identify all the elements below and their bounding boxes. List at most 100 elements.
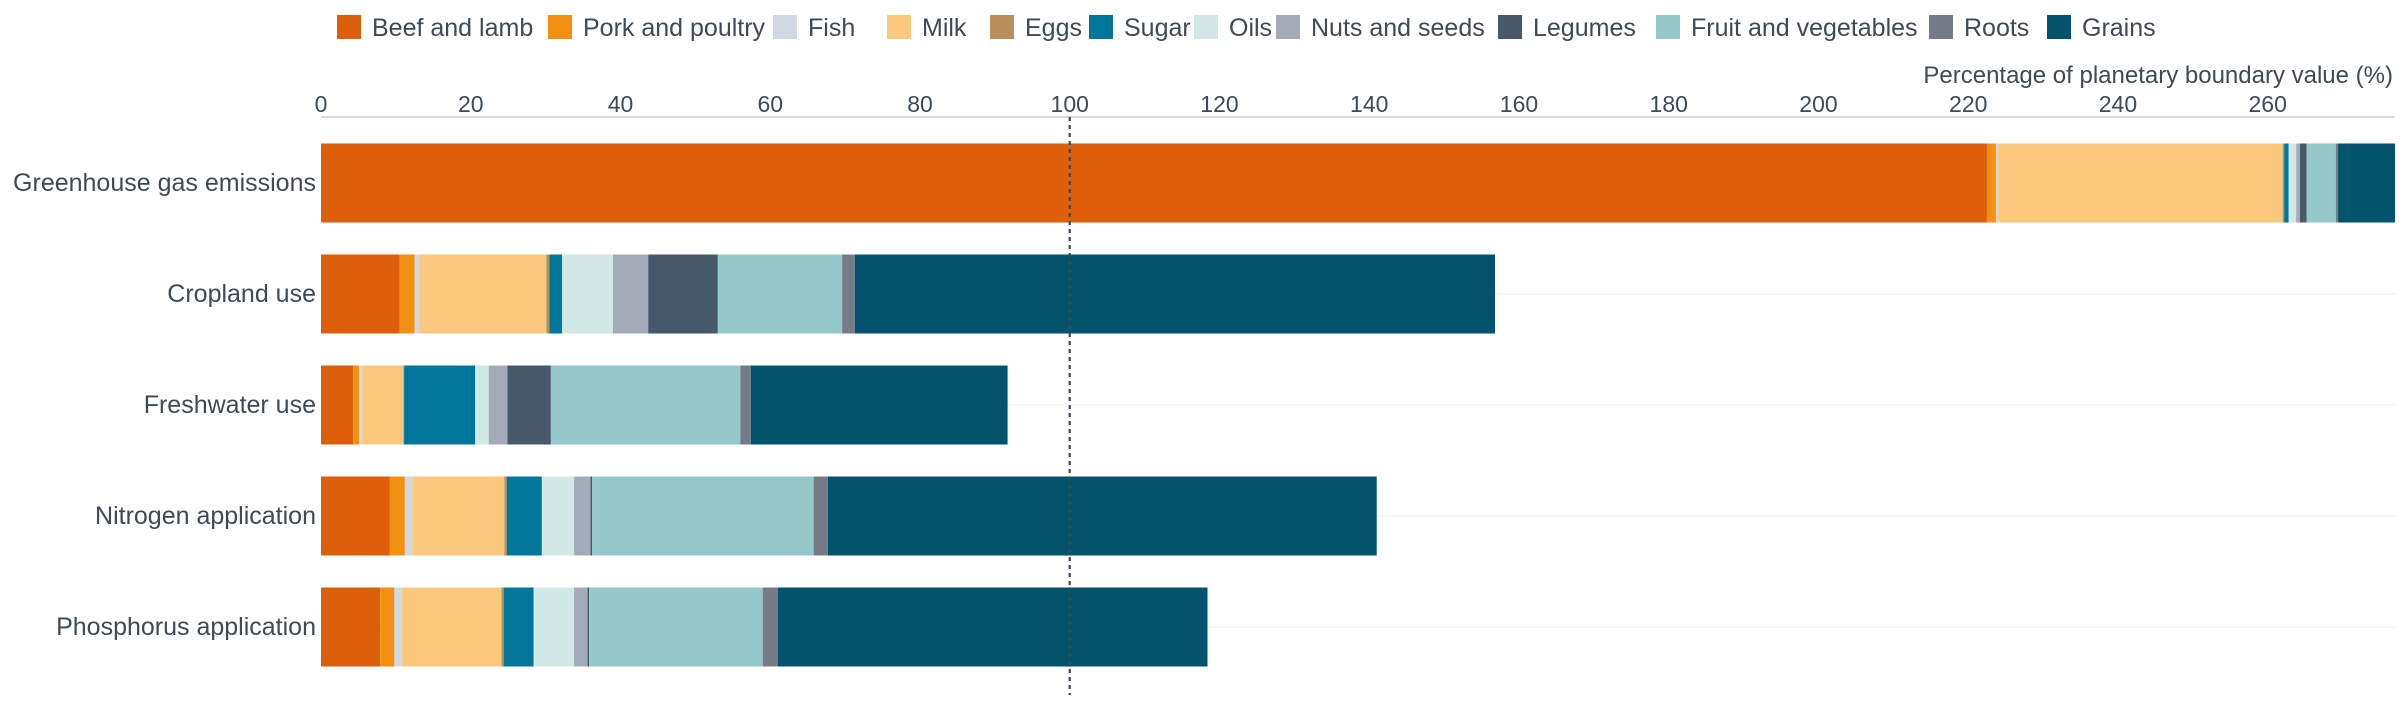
legend-swatch-oils bbox=[1194, 15, 1218, 39]
bar-segment-nitrogen-application-legumes bbox=[590, 476, 593, 556]
bar-segment-cropland-use-milk bbox=[419, 254, 547, 334]
category-labels: Greenhouse gas emissions Cropland use Fres… bbox=[13, 169, 316, 641]
bar-segment-phosphorus-application-eggs bbox=[501, 587, 504, 667]
bar-segment-freshwater-use-fish bbox=[359, 365, 363, 445]
legend-label-roots: Roots bbox=[1964, 14, 2029, 42]
legend-swatch-fruit-and-vegetables bbox=[1656, 15, 1680, 39]
bar-segment-greenhouse-gas-emissions-fruit-and-vegetables bbox=[2306, 143, 2336, 223]
x-axis-label: Percentage of planetary boundary value (… bbox=[1923, 62, 2393, 89]
bar-segment-greenhouse-gas-emissions-nuts-and-seeds bbox=[2296, 143, 2300, 223]
legend-label-nuts-and-seeds: Nuts and seeds bbox=[1311, 14, 1485, 42]
category-label-nitrogen-application: Nitrogen application bbox=[95, 502, 316, 530]
bar-segment-freshwater-use-beef-and-lamb bbox=[321, 365, 354, 445]
x-tick-label: 20 bbox=[458, 91, 484, 117]
bar-segment-phosphorus-application-legumes bbox=[587, 587, 590, 667]
category-label-phosphorus-application: Phosphorus application bbox=[56, 613, 316, 641]
legend-label-legumes: Legumes bbox=[1533, 14, 1636, 42]
bar-segment-phosphorus-application-milk bbox=[401, 587, 502, 667]
bar-segment-cropland-use-fruit-and-vegetables bbox=[717, 254, 843, 334]
x-tick-label: 180 bbox=[1650, 91, 1688, 117]
legend-label-grains: Grains bbox=[2082, 14, 2156, 42]
x-tick-label: 100 bbox=[1051, 91, 1089, 117]
bar-segment-phosphorus-application-fish bbox=[394, 587, 402, 667]
x-tick-label: 220 bbox=[1949, 91, 1987, 117]
legend-swatch-beef-and-lamb bbox=[337, 15, 361, 39]
bar-segment-freshwater-use-eggs bbox=[403, 365, 405, 445]
bar-segment-phosphorus-application-grains bbox=[777, 587, 1208, 667]
legend-swatch-fish bbox=[773, 15, 797, 39]
x-tick-label: 40 bbox=[608, 91, 634, 117]
x-tick-label: 160 bbox=[1500, 91, 1538, 117]
legend-swatch-sugar bbox=[1089, 15, 1113, 39]
bar-segment-nitrogen-application-roots bbox=[813, 476, 828, 556]
legend-label-oils: Oils bbox=[1229, 14, 1272, 42]
bar-segment-nitrogen-application-milk bbox=[412, 476, 505, 556]
bar-segment-cropland-use-beef-and-lamb bbox=[321, 254, 400, 334]
legend: Beef and lamb Pork and poultry Fish Milk Egg… bbox=[337, 14, 2156, 42]
legend-swatch-eggs bbox=[990, 15, 1014, 39]
x-tick-label: 120 bbox=[1200, 91, 1238, 117]
legend-swatch-roots bbox=[1929, 15, 1953, 39]
bar-segment-nitrogen-application-oils bbox=[541, 476, 575, 556]
bar-segment-cropland-use-eggs bbox=[546, 254, 550, 334]
bar-segment-greenhouse-gas-emissions-oils bbox=[2288, 143, 2297, 223]
legend-swatch-nuts-and-seeds bbox=[1276, 15, 1300, 39]
bar-segment-freshwater-use-grains bbox=[750, 365, 1008, 445]
bar-segment-nitrogen-application-beef-and-lamb bbox=[321, 476, 390, 556]
bar-segment-freshwater-use-roots bbox=[740, 365, 751, 445]
x-tick-label: 0 bbox=[315, 91, 328, 117]
bar-segment-greenhouse-gas-emissions-fish bbox=[1995, 143, 1999, 223]
bar-segment-cropland-use-pork-and-poultry bbox=[399, 254, 415, 334]
bar-segment-phosphorus-application-oils bbox=[533, 587, 575, 667]
legend-label-milk: Milk bbox=[922, 14, 967, 42]
x-tick-label: 260 bbox=[2249, 91, 2287, 117]
bar-segment-cropland-use-roots bbox=[842, 254, 855, 334]
bar-segment-cropland-use-oils bbox=[562, 254, 614, 334]
bar-segment-cropland-use-nuts-and-seeds bbox=[613, 254, 649, 334]
bar-segment-greenhouse-gas-emissions-sugar bbox=[2284, 143, 2289, 223]
category-label-cropland-use: Cropland use bbox=[167, 280, 316, 308]
bar-segment-greenhouse-gas-emissions-beef-and-lamb bbox=[321, 143, 1987, 223]
legend-swatch-legumes bbox=[1498, 15, 1522, 39]
x-tick-label: 140 bbox=[1350, 91, 1388, 117]
bar-segment-greenhouse-gas-emissions-eggs bbox=[2282, 143, 2285, 223]
legend-swatch-pork-and-poultry bbox=[548, 15, 572, 39]
bar-segment-freshwater-use-oils bbox=[475, 365, 489, 445]
bar-segment-nitrogen-application-eggs bbox=[504, 476, 507, 556]
bar-segment-greenhouse-gas-emissions-roots bbox=[2335, 143, 2339, 223]
bar-segment-nitrogen-application-pork-and-poultry bbox=[389, 476, 405, 556]
bar-segment-nitrogen-application-nuts-and-seeds bbox=[574, 476, 591, 556]
legend-label-fish: Fish bbox=[808, 14, 855, 42]
bar-segment-freshwater-use-legumes bbox=[507, 365, 551, 445]
legend-swatch-grains bbox=[2047, 15, 2071, 39]
bar-segment-cropland-use-legumes bbox=[648, 254, 718, 334]
bar-segment-phosphorus-application-nuts-and-seeds bbox=[574, 587, 588, 667]
bar-segment-greenhouse-gas-emissions-grains bbox=[2338, 143, 2395, 223]
bar-segment-nitrogen-application-fish bbox=[404, 476, 413, 556]
legend-label-eggs: Eggs bbox=[1025, 14, 1082, 42]
x-tick-label: 60 bbox=[757, 91, 783, 117]
bar-segment-freshwater-use-milk bbox=[362, 365, 404, 445]
legend-label-fruit-and-vegetables: Fruit and vegetables bbox=[1691, 14, 1918, 42]
bar-segment-phosphorus-application-sugar bbox=[503, 587, 534, 667]
bar-segment-nitrogen-application-grains bbox=[827, 476, 1377, 556]
legend-label-sugar: Sugar bbox=[1124, 14, 1191, 42]
legend-label-beef-and-lamb: Beef and lamb bbox=[372, 14, 533, 42]
x-tick-label: 200 bbox=[1799, 91, 1837, 117]
bar-segment-phosphorus-application-roots bbox=[762, 587, 778, 667]
bar-segment-cropland-use-fish bbox=[414, 254, 420, 334]
bar-segment-freshwater-use-fruit-and-vegetables bbox=[550, 365, 741, 445]
bar-segment-phosphorus-application-pork-and-poultry bbox=[380, 587, 395, 667]
bar-segment-phosphorus-application-beef-and-lamb bbox=[321, 587, 381, 667]
category-label-greenhouse-gas-emissions: Greenhouse gas emissions bbox=[13, 169, 316, 197]
x-axis-ticks: 0 20 40 60 80 100 120 140 160 180 200 220 240 260 bbox=[315, 91, 2287, 117]
bars bbox=[321, 143, 2395, 667]
bar-segment-nitrogen-application-fruit-and-vegetables bbox=[592, 476, 814, 556]
bar-segment-freshwater-use-nuts-and-seeds bbox=[488, 365, 508, 445]
bar-segment-freshwater-use-pork-and-poultry bbox=[353, 365, 360, 445]
bar-segment-greenhouse-gas-emissions-milk bbox=[1998, 143, 2283, 223]
bar-segment-cropland-use-grains bbox=[854, 254, 1496, 334]
category-label-freshwater-use: Freshwater use bbox=[144, 391, 316, 419]
